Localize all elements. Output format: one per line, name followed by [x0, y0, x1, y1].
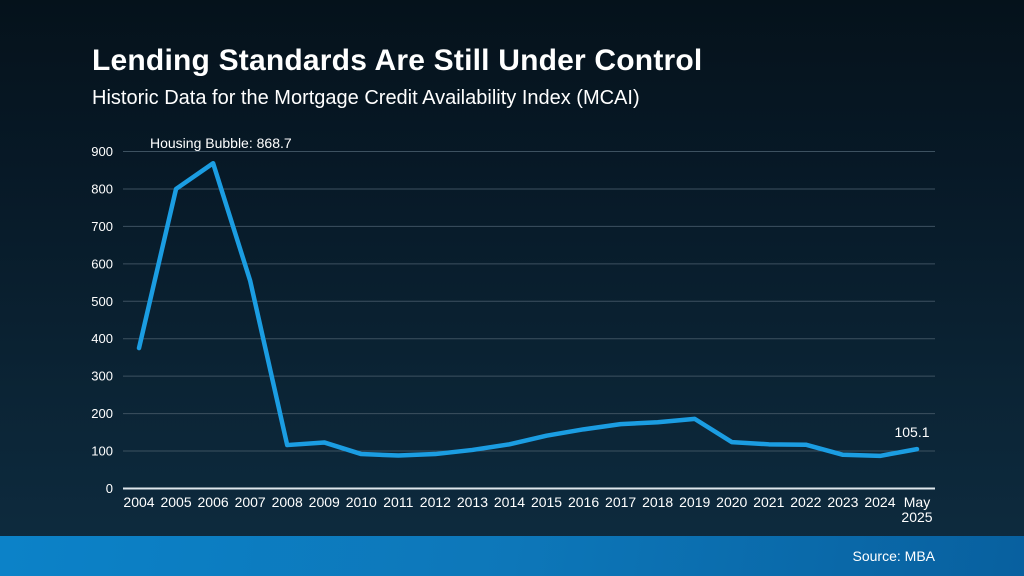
- y-tick-label: 500: [91, 294, 113, 309]
- x-tick-label: 2006: [198, 494, 229, 510]
- x-tick-label: 2011: [383, 494, 413, 510]
- x-tick-label: 2017: [605, 494, 636, 510]
- y-tick-label: 700: [91, 219, 113, 234]
- x-tick-label: 2009: [309, 494, 340, 510]
- x-tick-label: 2005: [160, 494, 191, 510]
- y-tick-label: 400: [91, 331, 113, 346]
- y-tick-label: 100: [91, 444, 113, 459]
- y-tick-label: 600: [91, 256, 113, 271]
- x-tick-label: 2004: [123, 494, 154, 510]
- source-bar: Source: MBA: [0, 536, 1024, 576]
- x-tick-label: 2010: [346, 494, 377, 510]
- y-tick-label: 900: [91, 144, 113, 159]
- y-tick-label: 200: [91, 406, 113, 421]
- x-tick-label: 2016: [568, 494, 599, 510]
- x-tick-label: 2020: [716, 494, 747, 510]
- x-tick-label: 2015: [531, 494, 562, 510]
- x-tick-label: 2023: [827, 494, 858, 510]
- x-tick-label: May 2025: [901, 494, 932, 525]
- x-tick-label: 2013: [457, 494, 488, 510]
- x-tick-label: 2018: [642, 494, 673, 510]
- page-subtitle: Historic Data for the Mortgage Credit Av…: [92, 87, 640, 109]
- x-tick-label: 2021: [753, 494, 784, 510]
- x-tick-label: 2019: [679, 494, 710, 510]
- mcai-line-series: [136, 160, 920, 459]
- y-tick-label: 0: [106, 481, 113, 496]
- housing-bubble-annotation: Housing Bubble: 868.7: [150, 135, 292, 151]
- x-tick-label: 2022: [790, 494, 821, 510]
- source-label: Source: MBA: [852, 548, 935, 564]
- latest-value-label: 105.1: [894, 424, 930, 440]
- page-title: Lending Standards Are Still Under Contro…: [92, 44, 703, 77]
- mcai-line-chart: 0 100 200 300 400 500 600 700 800 900 2004 2005 2006…: [91, 144, 935, 525]
- x-tick-label: 2024: [864, 494, 895, 510]
- x-tick-label: 2014: [494, 494, 525, 510]
- y-tick-label: 300: [91, 369, 113, 384]
- x-tick-label: 2012: [420, 494, 451, 510]
- x-tick-label: 2007: [235, 494, 266, 510]
- x-tick-label: 2008: [272, 494, 303, 510]
- y-tick-label: 800: [91, 181, 113, 196]
